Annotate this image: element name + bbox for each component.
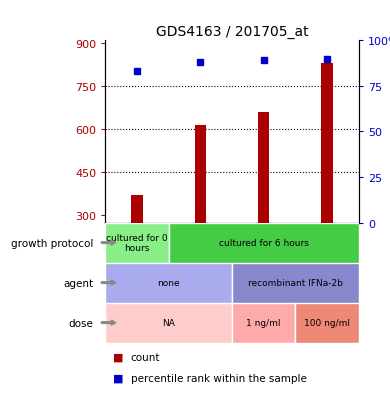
Text: cultured for 0
hours: cultured for 0 hours xyxy=(106,233,168,253)
FancyBboxPatch shape xyxy=(232,223,296,281)
Bar xyxy=(321,64,333,223)
Bar xyxy=(195,126,206,223)
Bar xyxy=(258,113,269,223)
Text: none: none xyxy=(157,278,180,287)
FancyBboxPatch shape xyxy=(296,223,359,281)
Text: GSM394093: GSM394093 xyxy=(195,221,206,283)
Title: GDS4163 / 201705_at: GDS4163 / 201705_at xyxy=(156,25,308,39)
Text: count: count xyxy=(131,352,160,362)
Text: percentile rank within the sample: percentile rank within the sample xyxy=(131,373,307,383)
Text: NA: NA xyxy=(162,318,175,328)
FancyBboxPatch shape xyxy=(169,223,359,263)
Text: 1 ng/ml: 1 ng/ml xyxy=(246,318,281,328)
FancyBboxPatch shape xyxy=(232,263,359,303)
FancyBboxPatch shape xyxy=(296,303,359,343)
Text: ■: ■ xyxy=(113,373,124,383)
FancyBboxPatch shape xyxy=(105,223,169,281)
Text: cultured for 6 hours: cultured for 6 hours xyxy=(219,238,308,247)
Bar xyxy=(131,196,143,223)
Text: agent: agent xyxy=(64,278,94,288)
FancyBboxPatch shape xyxy=(105,303,232,343)
Text: recombinant IFNa-2b: recombinant IFNa-2b xyxy=(248,278,343,287)
FancyBboxPatch shape xyxy=(105,263,232,303)
Text: growth protocol: growth protocol xyxy=(11,238,94,248)
Text: GSM394094: GSM394094 xyxy=(259,221,269,283)
Text: ■: ■ xyxy=(113,352,124,362)
FancyBboxPatch shape xyxy=(169,223,232,281)
Text: GSM394095: GSM394095 xyxy=(322,221,332,283)
Text: 100 ng/ml: 100 ng/ml xyxy=(304,318,350,328)
FancyBboxPatch shape xyxy=(105,223,169,263)
Text: dose: dose xyxy=(69,318,94,328)
Text: GSM394092: GSM394092 xyxy=(132,221,142,283)
FancyBboxPatch shape xyxy=(232,303,296,343)
